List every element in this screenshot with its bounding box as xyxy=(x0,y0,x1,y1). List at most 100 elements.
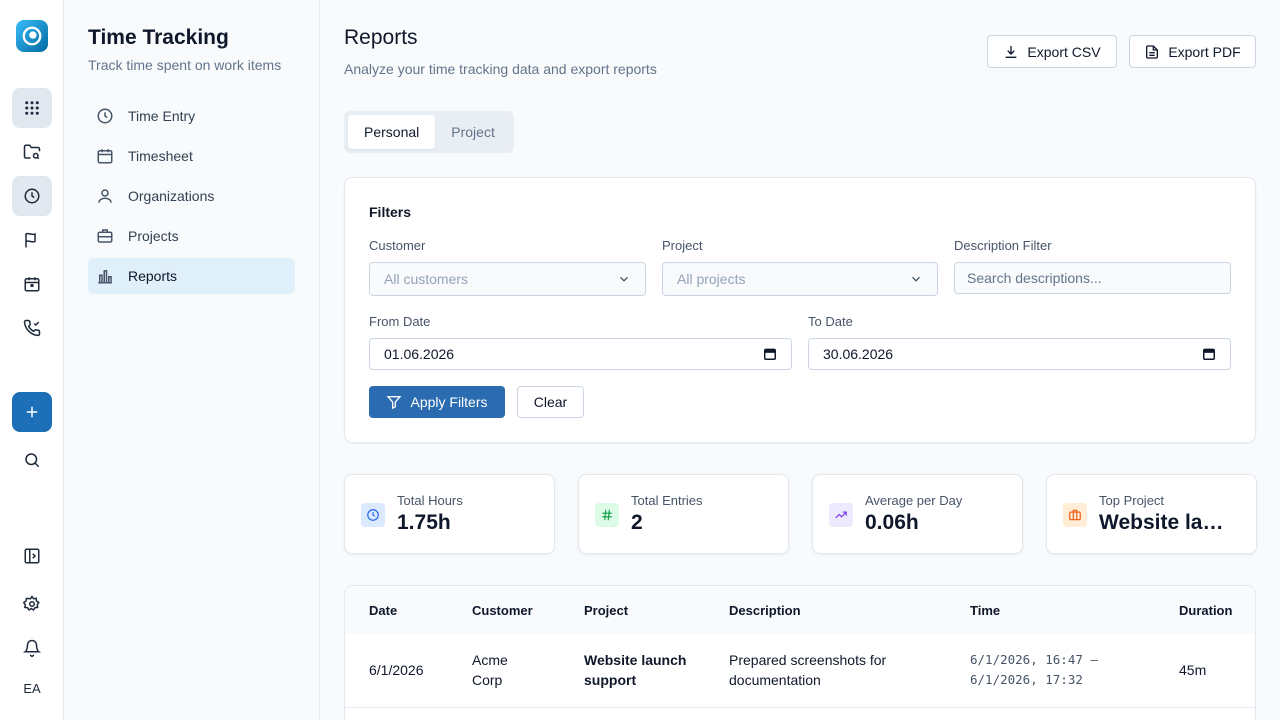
chevron-down-icon xyxy=(620,276,628,282)
stat-card-total-hours: Total Hours 1.75h xyxy=(344,474,555,554)
cell-project-line2: support xyxy=(584,672,637,688)
filter-icon xyxy=(387,396,402,410)
folder-search-button[interactable] xyxy=(12,132,52,172)
sidebar-toggle-icon xyxy=(24,548,40,564)
icon-rail: EA xyxy=(0,0,64,720)
to-date-input[interactable]: 30.06.2026 xyxy=(808,338,1231,370)
search-icon xyxy=(25,453,40,468)
customer-label: Customer xyxy=(369,238,426,253)
cell-date: 6/1/2026 xyxy=(369,662,424,678)
row-divider xyxy=(345,707,1255,708)
column-header[interactable]: Description xyxy=(729,603,801,618)
nav-item-projects[interactable]: Projects xyxy=(88,218,295,254)
customer-select-value: All customers xyxy=(384,271,469,287)
folder-search-icon xyxy=(23,144,41,160)
from-date-label: From Date xyxy=(369,314,431,329)
export-csv-button[interactable]: Export CSV xyxy=(987,35,1117,68)
stat-icon-wrap xyxy=(595,503,619,527)
description-filter-label: Description Filter xyxy=(954,238,1052,253)
cell-customer-line1: Acme xyxy=(472,652,508,668)
filters-card: Filters Customer All customers Project A… xyxy=(344,177,1256,443)
briefcase-icon xyxy=(1069,509,1081,521)
notifications-button[interactable] xyxy=(12,628,52,668)
flag-icon xyxy=(25,232,36,248)
calendar-icon xyxy=(764,348,776,360)
stat-card-top-project: Top Project Website launch support xyxy=(1046,474,1257,554)
gear-icon xyxy=(23,595,40,612)
column-header[interactable]: Customer xyxy=(472,603,533,618)
cell-description-line1: Prepared screenshots for xyxy=(729,652,887,668)
time-tracking-button[interactable] xyxy=(12,176,52,216)
cell-duration: 45m xyxy=(1179,662,1207,678)
phone-button[interactable] xyxy=(12,308,52,348)
column-header[interactable]: Date xyxy=(369,603,398,618)
grid-icon xyxy=(25,101,39,115)
column-header[interactable]: Project xyxy=(584,603,629,618)
apply-filters-label: Apply Filters xyxy=(410,394,488,410)
calendar-button[interactable] xyxy=(12,264,52,304)
stat-label: Total Entries xyxy=(631,493,703,508)
stat-card-total-entries: Total Entries 2 xyxy=(578,474,789,554)
toggle-sidebar-button[interactable] xyxy=(12,536,52,576)
section-subtitle: Track time spent on work items xyxy=(88,57,282,73)
description-search-input[interactable]: Search descriptions... xyxy=(954,262,1231,294)
nav-item-timesheet[interactable]: Timesheet xyxy=(88,138,295,174)
apply-filters-button[interactable]: Apply Filters xyxy=(369,386,505,418)
table-header xyxy=(345,586,1255,634)
from-date-input[interactable]: 01.06.2026 xyxy=(369,338,792,370)
briefcase-icon xyxy=(97,229,113,243)
bell-icon xyxy=(23,639,41,657)
stat-label: Top Project xyxy=(1099,493,1165,508)
stat-value: 2 xyxy=(631,511,643,534)
app-logo[interactable] xyxy=(16,20,48,52)
main-content: Reports Analyze your time tracking data … xyxy=(320,0,1280,720)
hash-icon xyxy=(602,509,612,521)
stat-icon-wrap xyxy=(829,503,853,527)
nav-item-time-entry[interactable]: Time Entry xyxy=(88,98,295,134)
customer-select[interactable]: All customers xyxy=(369,262,646,296)
project-select-value: All projects xyxy=(677,271,746,287)
filters-title: Filters xyxy=(369,204,412,220)
nav-item-label: Time Entry xyxy=(128,108,196,124)
report-tabs: Personal Project xyxy=(344,111,514,153)
description-placeholder: Search descriptions... xyxy=(967,270,1102,286)
bar-chart-icon xyxy=(98,270,112,284)
user-icon xyxy=(98,189,112,203)
from-date-value: 01.06.2026 xyxy=(384,346,455,362)
logo-icon xyxy=(22,26,42,46)
project-select[interactable]: All projects xyxy=(662,262,938,296)
clear-filters-button[interactable]: Clear xyxy=(517,386,584,418)
nav-item-label: Reports xyxy=(128,268,178,284)
page-subtitle: Analyze your time tracking data and expo… xyxy=(344,61,657,77)
stat-card-average-per-day: Average per Day 0.06h xyxy=(812,474,1023,554)
settings-button[interactable] xyxy=(12,584,52,624)
apps-grid-button[interactable] xyxy=(12,88,52,128)
export-pdf-button[interactable]: Export PDF xyxy=(1129,35,1256,68)
search-button[interactable] xyxy=(12,440,52,480)
export-csv-label: Export CSV xyxy=(1027,43,1101,60)
column-header[interactable]: Duration xyxy=(1179,603,1233,618)
page-title: Reports xyxy=(344,26,418,49)
add-button[interactable] xyxy=(12,392,52,432)
nav-item-organizations[interactable]: Organizations xyxy=(88,178,295,214)
stat-label: Average per Day xyxy=(865,493,963,508)
stat-value: 1.75h xyxy=(397,511,451,534)
user-avatar[interactable]: EA xyxy=(23,680,41,696)
to-date-label: To Date xyxy=(808,314,853,329)
trending-up-icon xyxy=(835,511,847,519)
nav-item-reports[interactable]: Reports xyxy=(88,258,295,294)
stat-label: Total Hours xyxy=(397,493,463,508)
cell-customer-line2: Corp xyxy=(472,672,503,688)
tab-project[interactable]: Project xyxy=(451,124,495,140)
export-pdf-label: Export PDF xyxy=(1168,43,1241,60)
to-date-value: 30.06.2026 xyxy=(823,346,894,362)
calendar-icon xyxy=(97,149,113,164)
clock-icon xyxy=(97,108,113,124)
stat-icon-wrap xyxy=(361,503,385,527)
nav-item-label: Organizations xyxy=(128,188,215,204)
flag-button[interactable] xyxy=(12,220,52,260)
column-header[interactable]: Time xyxy=(970,603,1001,618)
section-sidebar: Time Tracking Track time spent on work i… xyxy=(64,0,320,720)
tab-personal[interactable]: Personal xyxy=(348,115,436,149)
clock-icon xyxy=(367,509,379,521)
